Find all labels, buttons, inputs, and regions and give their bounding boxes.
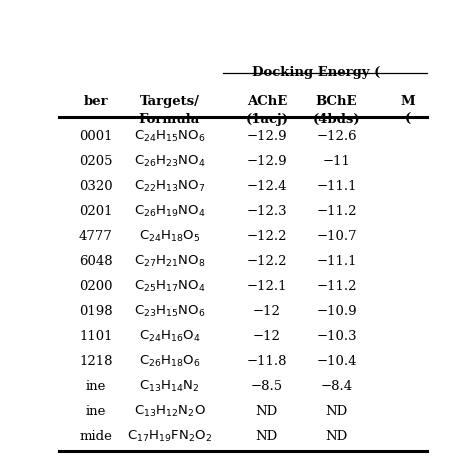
Text: $\mathrm{C_{17}H_{19}FN_{2}O_{2}}$: $\mathrm{C_{17}H_{19}FN_{2}O_{2}}$: [127, 429, 212, 445]
Text: $\mathrm{C_{13}H_{14}N_{2}}$: $\mathrm{C_{13}H_{14}N_{2}}$: [139, 379, 200, 394]
Text: 0001: 0001: [79, 130, 113, 144]
Text: (1acj): (1acj): [246, 113, 288, 126]
Text: ND: ND: [326, 405, 348, 419]
Text: $\mathrm{C_{13}H_{12}N_{2}O}$: $\mathrm{C_{13}H_{12}N_{2}O}$: [134, 404, 205, 419]
Text: −12.4: −12.4: [246, 181, 287, 193]
Text: ND: ND: [326, 430, 348, 443]
Text: −12.2: −12.2: [246, 230, 287, 244]
Text: $\mathrm{C_{24}H_{15}NO_{6}}$: $\mathrm{C_{24}H_{15}NO_{6}}$: [134, 129, 205, 145]
Text: −12: −12: [253, 330, 281, 343]
Text: ND: ND: [255, 430, 278, 443]
Text: Docking Energy (: Docking Energy (: [252, 66, 381, 79]
Text: mide: mide: [80, 430, 112, 443]
Text: −11.2: −11.2: [316, 205, 357, 219]
Text: −8.4: −8.4: [320, 381, 353, 393]
Text: −11.2: −11.2: [316, 281, 357, 293]
Text: M: M: [401, 95, 416, 108]
Text: −12.9: −12.9: [246, 130, 287, 144]
Text: $\mathrm{C_{25}H_{17}NO_{4}}$: $\mathrm{C_{25}H_{17}NO_{4}}$: [134, 279, 205, 294]
Text: 1218: 1218: [79, 356, 113, 368]
Text: $\mathrm{C_{24}H_{18}O_{5}}$: $\mathrm{C_{24}H_{18}O_{5}}$: [139, 229, 200, 245]
Text: −11.8: −11.8: [246, 356, 287, 368]
Text: −11: −11: [323, 155, 351, 168]
Text: −12.1: −12.1: [246, 281, 287, 293]
Text: ine: ine: [86, 405, 106, 419]
Text: 0320: 0320: [79, 181, 113, 193]
Text: $\mathrm{C_{23}H_{15}NO_{6}}$: $\mathrm{C_{23}H_{15}NO_{6}}$: [134, 304, 205, 319]
Text: 1101: 1101: [79, 330, 113, 343]
Text: 0198: 0198: [79, 305, 113, 319]
Text: −12.3: −12.3: [246, 205, 287, 219]
Text: $\mathrm{C_{26}H_{18}O_{6}}$: $\mathrm{C_{26}H_{18}O_{6}}$: [139, 355, 200, 369]
Text: −10.7: −10.7: [316, 230, 357, 244]
Text: −10.9: −10.9: [316, 305, 357, 319]
Text: $\mathrm{C_{26}H_{23}NO_{4}}$: $\mathrm{C_{26}H_{23}NO_{4}}$: [134, 155, 205, 169]
Text: Formula: Formula: [139, 113, 200, 126]
Text: ber: ber: [84, 95, 108, 108]
Text: ND: ND: [255, 405, 278, 419]
Text: −12.9: −12.9: [246, 155, 287, 168]
Text: −8.5: −8.5: [251, 381, 283, 393]
Text: −12.6: −12.6: [316, 130, 357, 144]
Text: −12: −12: [253, 305, 281, 319]
Text: $\mathrm{C_{24}H_{16}O_{4}}$: $\mathrm{C_{24}H_{16}O_{4}}$: [138, 329, 201, 345]
Text: 0200: 0200: [79, 281, 113, 293]
Text: Targets/: Targets/: [139, 95, 200, 108]
Text: 0205: 0205: [79, 155, 113, 168]
Text: −10.3: −10.3: [316, 330, 357, 343]
Text: $\mathrm{C_{22}H_{13}NO_{7}}$: $\mathrm{C_{22}H_{13}NO_{7}}$: [134, 179, 205, 194]
Text: −10.4: −10.4: [316, 356, 357, 368]
Text: −12.2: −12.2: [246, 255, 287, 268]
Text: −11.1: −11.1: [316, 255, 357, 268]
Text: ine: ine: [86, 381, 106, 393]
Text: −11.1: −11.1: [316, 181, 357, 193]
Text: 4777: 4777: [79, 230, 113, 244]
Text: $\mathrm{C_{27}H_{21}NO_{8}}$: $\mathrm{C_{27}H_{21}NO_{8}}$: [134, 255, 205, 269]
Text: AChE: AChE: [246, 95, 287, 108]
Text: $\mathrm{C_{26}H_{19}NO_{4}}$: $\mathrm{C_{26}H_{19}NO_{4}}$: [134, 204, 205, 219]
Text: (4bds): (4bds): [313, 113, 360, 126]
Text: 0201: 0201: [79, 205, 113, 219]
Text: (: (: [405, 113, 411, 126]
Text: 6048: 6048: [79, 255, 113, 268]
Text: BChE: BChE: [316, 95, 357, 108]
